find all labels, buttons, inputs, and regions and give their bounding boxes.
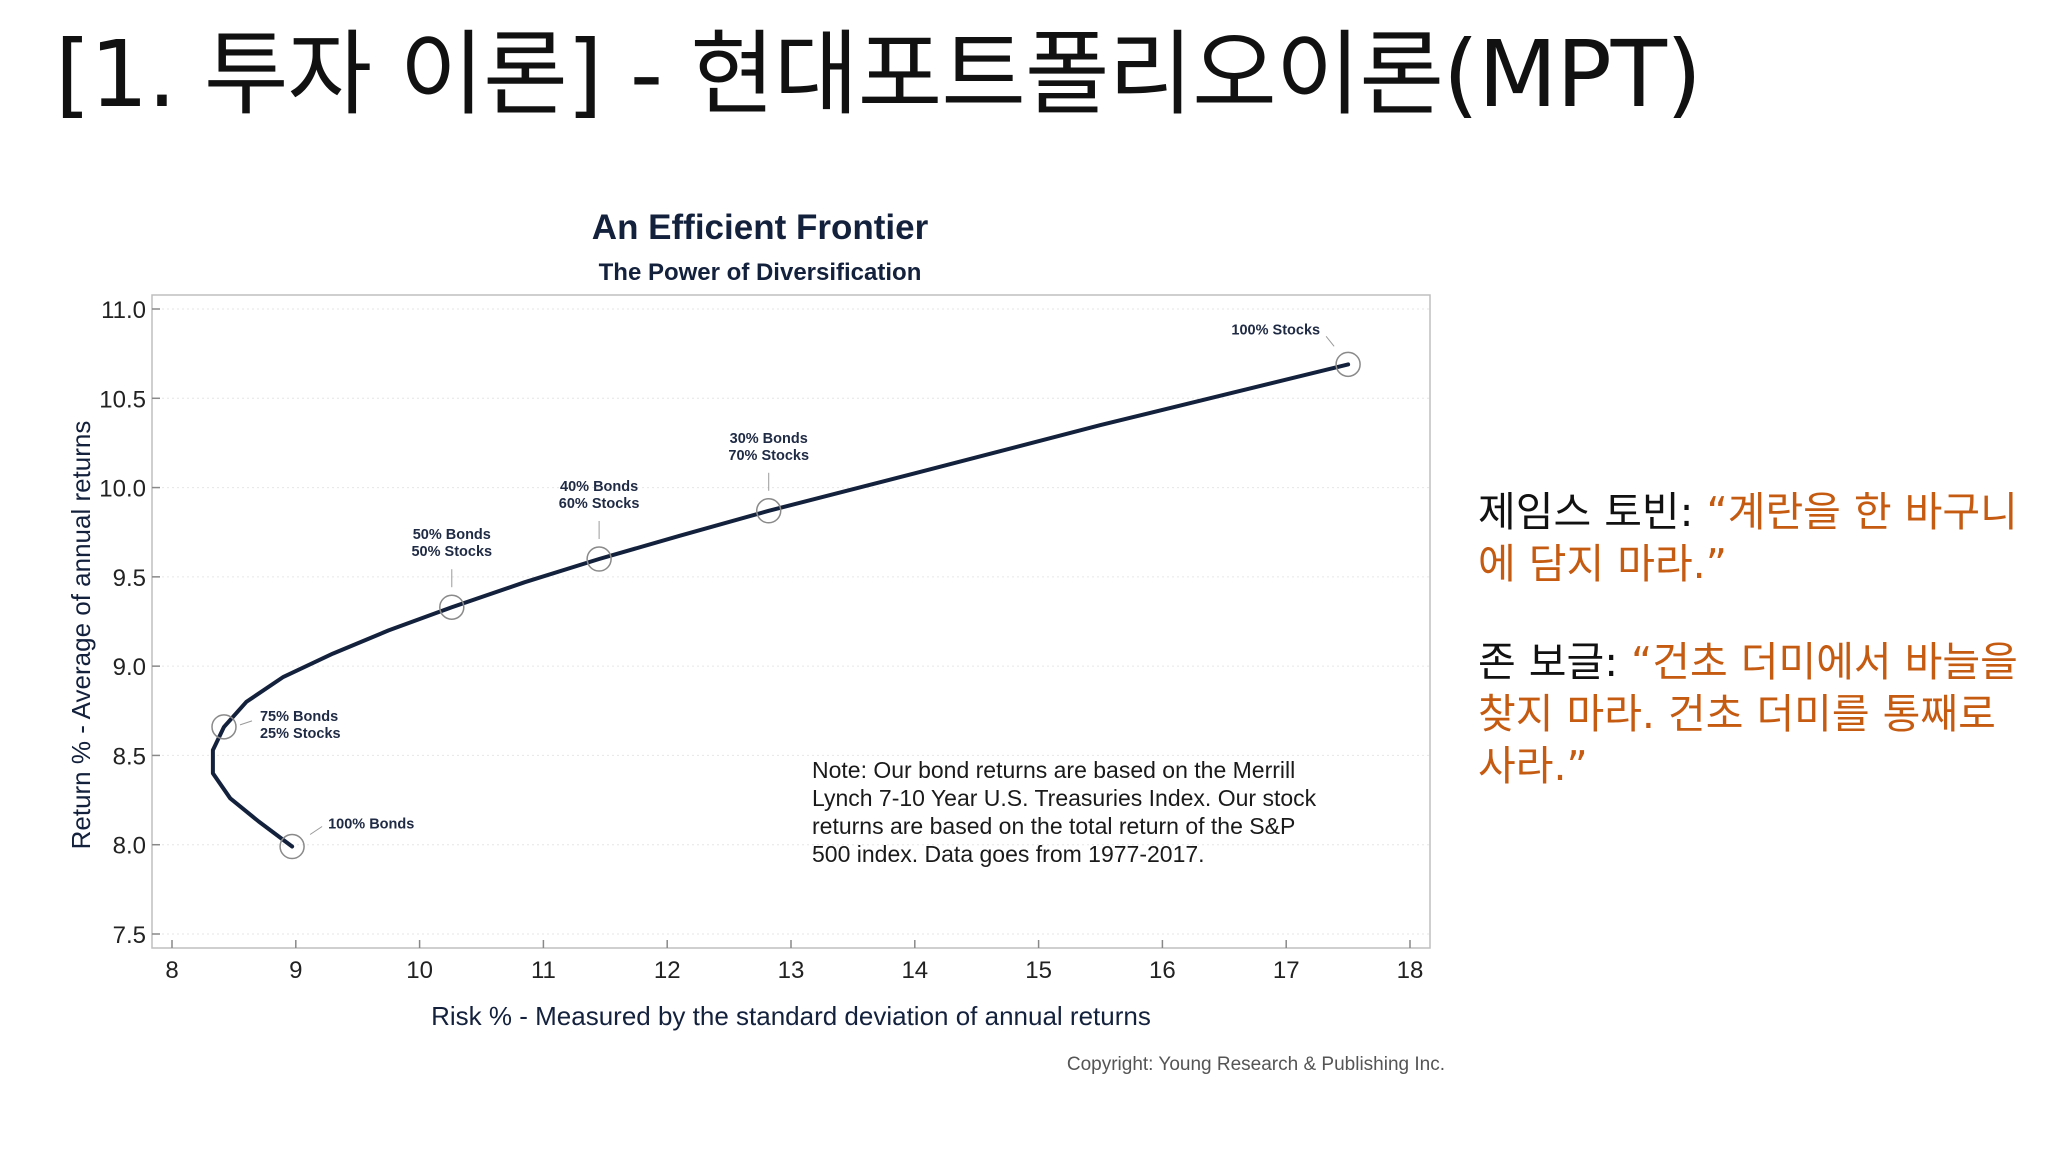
point-leader-line (1325, 336, 1335, 347)
portfolio-point (1335, 351, 1361, 378)
x-axis-label: Risk % - Measured by the standard deviat… (431, 1001, 1151, 1031)
frontier-curve (210, 362, 1351, 849)
slide-title: [1. 투자 이론] - 현대포트폴리오이론(MPT) (55, 21, 1702, 128)
point-label: 75% Bonds (260, 709, 338, 725)
quote-tobin: 제임스 토빈: “계란을 한 바구니에 담지 마라.” (1478, 486, 2023, 590)
y-axis-label: Return % - Average of annual returns (66, 421, 96, 850)
x-tick-label: 11 (531, 957, 556, 984)
x-tick-label: 8 (165, 957, 178, 984)
chart-title: An Efficient Frontier (592, 208, 929, 247)
y-tick-label: 9.5 (113, 565, 146, 592)
copyright-text: Copyright: Young Research & Publishing I… (1067, 1054, 1445, 1075)
point-label: 50% Bonds (413, 527, 491, 543)
x-tick-label: 12 (654, 957, 681, 984)
note-line: 500 index. Data goes from 1977-2017. (812, 841, 1205, 867)
y-tick-label: 9.0 (113, 654, 146, 681)
quote-text: “계란을 한 바구니에 담지 마라.” (1478, 488, 2018, 588)
portfolio-point (586, 546, 612, 572)
point-label: 50% Stocks (411, 544, 492, 560)
y-tick-label: 10.5 (99, 386, 146, 413)
point-label: 30% Bonds (730, 431, 808, 447)
chart-subtitle: The Power of Diversification (599, 259, 922, 286)
point-label: 100% Bonds (328, 817, 414, 833)
point-leader-line (309, 826, 323, 835)
point-label: 25% Stocks (260, 726, 341, 742)
x-tick-label: 17 (1273, 957, 1300, 984)
quote-bogle: 존 보글: “건초 더미에서 바늘을 찾지 마라. 건초 더미를 통째로 사라.… (1478, 636, 2023, 792)
portfolio-point (439, 594, 465, 620)
x-tick-label: 14 (901, 957, 928, 984)
portfolio-point (279, 833, 305, 860)
point-label: 70% Stocks (728, 448, 809, 464)
note-line: Lynch 7-10 Year U.S. Treasuries Index. O… (812, 785, 1317, 811)
point-label: 100% Stocks (1231, 322, 1320, 338)
chart-svg: An Efficient Frontier The Power of Diver… (66, 208, 1445, 1075)
plot-area (151, 294, 1431, 949)
frontier-curve-group (210, 362, 1351, 849)
y-tick-label: 10.0 (99, 476, 146, 503)
x-tick-label: 13 (778, 957, 805, 984)
efficient-frontier-chart: An Efficient Frontier The Power of Diver… (0, 180, 1480, 1100)
data-note: Note: Our bond returns are based on the … (812, 757, 1317, 867)
point-label: 40% Bonds (560, 479, 638, 495)
portfolio-point (755, 498, 782, 524)
y-tick-label: 7.5 (113, 922, 146, 949)
note-line: returns are based on the total return of… (812, 813, 1295, 839)
x-tick-label: 16 (1149, 957, 1176, 984)
point-label: 60% Stocks (559, 496, 640, 512)
x-tick-label: 15 (1025, 957, 1052, 984)
y-tick-label: 11.0 (101, 297, 146, 324)
quote-text: “건초 더미에서 바늘을 찾지 마라. 건초 더미를 통째로 사라.” (1478, 638, 2018, 790)
axes: 7.5 8.0 8.5 9.0 9.5 10.0 10.5 11.0 8 9 10 11 12 13 14 1… (99, 297, 1423, 984)
x-tick-label: 18 (1397, 957, 1424, 984)
point-leader-line (239, 720, 253, 726)
note-line: Note: Our bond returns are based on the … (812, 757, 1295, 783)
x-tick-label: 10 (406, 957, 433, 984)
x-tick-label: 9 (289, 957, 302, 984)
y-tick-label: 8.0 (113, 833, 146, 860)
y-tick-label: 8.5 (113, 743, 146, 770)
quotes-panel: 제임스 토빈: “계란을 한 바구니에 담지 마라.” 존 보글: “건초 더미… (1478, 486, 2023, 838)
quote-speaker: 제임스 토빈: (1478, 488, 1707, 536)
quote-speaker: 존 보글: (1478, 638, 1632, 686)
portfolio-point (211, 714, 237, 740)
